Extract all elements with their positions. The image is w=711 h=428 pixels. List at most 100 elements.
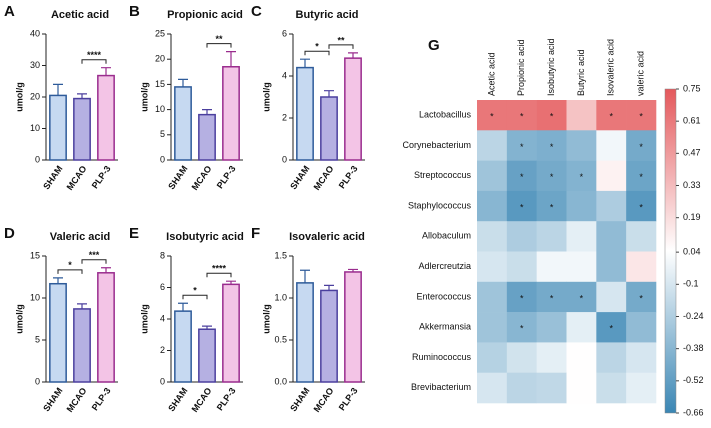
panel-label: A — [4, 3, 15, 20]
error-bar — [53, 83, 63, 96]
heatmap-cell — [506, 372, 537, 404]
significance-star: * — [639, 172, 643, 182]
significance-star: * — [550, 172, 554, 182]
x-tick-label: PLP-3 — [337, 386, 360, 413]
heatmap-cell — [506, 160, 537, 192]
heatmap-cell — [536, 130, 567, 161]
y-tick-label: 0.0 — [274, 376, 287, 386]
bar — [344, 57, 362, 161]
heatmap-cell — [626, 130, 657, 161]
heatmap-cell — [536, 372, 567, 404]
x-tick-label: PLP-3 — [337, 164, 360, 191]
heatmap-cell — [506, 190, 537, 222]
y-tick-label: 4 — [160, 313, 165, 323]
y-tick-label: 0 — [35, 376, 40, 386]
chart-title: Propionic acid — [167, 9, 243, 21]
error-bar — [226, 280, 236, 285]
heatmap-cell — [566, 160, 597, 192]
y-tick-label: 10 — [155, 104, 165, 114]
heatmap-cell — [566, 372, 597, 404]
chart-title: Butyric acid — [296, 9, 359, 21]
y-tick-label: 5 — [160, 129, 165, 139]
error-bar — [53, 277, 63, 284]
colorbar-tick-label: 0.04 — [683, 247, 701, 257]
error-bar — [324, 284, 334, 291]
heatmap-cell — [596, 130, 627, 161]
significance-star: * — [609, 112, 613, 122]
heatmap-cell — [596, 190, 627, 222]
significance-label: * — [193, 286, 197, 296]
heatmap-cell — [536, 281, 567, 313]
significance-bracket — [81, 59, 107, 64]
y-tick-label: 1.5 — [274, 250, 287, 260]
significance-star: * — [550, 112, 554, 122]
x-tick-label: PLP-3 — [215, 386, 238, 413]
row-label: Lactobacillus — [419, 110, 472, 120]
heatmap-cell — [506, 100, 537, 131]
heatmap-cell — [626, 281, 657, 313]
error-bar — [226, 51, 236, 67]
error-bar — [324, 90, 334, 97]
y-tick-label: 8 — [160, 250, 165, 260]
significance-star: * — [639, 112, 643, 122]
significance-star: * — [520, 112, 524, 122]
colorbar-tick-label: -0.52 — [683, 375, 704, 385]
panel-label: C — [251, 3, 262, 20]
heatmap-cell — [566, 281, 597, 313]
heatmap-cell — [477, 190, 508, 222]
heatmap-cell — [506, 281, 537, 313]
row-label: Brevibacterium — [411, 382, 471, 392]
column-label: Isobutyric acid — [546, 38, 556, 96]
heatmap-cell — [566, 251, 597, 283]
heatmap-cell — [477, 221, 508, 252]
y-tick-label: 2 — [160, 345, 165, 355]
x-tick-label: MCAO — [65, 164, 89, 192]
y-axis-label: umol/g — [261, 304, 271, 334]
significance-label: * — [315, 42, 319, 52]
x-tick-label: PLP-3 — [90, 386, 113, 413]
heatmap-cell — [626, 312, 657, 343]
colorbar-tick-label: -0.24 — [683, 311, 704, 321]
x-tick-label: SHAM — [166, 386, 189, 413]
panel-label: E — [129, 225, 139, 242]
bar — [222, 66, 240, 161]
heatmap-cell — [506, 342, 537, 373]
row-label: Staphylococcus — [408, 200, 472, 210]
colorbar-tick-label: 0.75 — [683, 83, 701, 93]
significance-star: * — [580, 293, 584, 303]
colorbar — [664, 88, 677, 414]
significance-label: ** — [215, 34, 223, 44]
heatmap-cell — [506, 312, 537, 343]
y-tick-label: 0.5 — [274, 334, 287, 344]
bar — [198, 328, 216, 383]
heatmap-cell — [626, 221, 657, 252]
x-tick-label: MCAO — [190, 386, 214, 414]
heatmap-cell — [596, 221, 627, 252]
heatmap-cell — [477, 312, 508, 343]
y-tick-label: 10 — [30, 123, 40, 133]
row-label: Ruminococcus — [412, 352, 472, 362]
colorbar-tick-label: -0.66 — [683, 407, 704, 417]
bar — [222, 283, 240, 383]
significance-label: * — [68, 260, 72, 270]
y-axis-label: umol/g — [139, 304, 149, 334]
x-tick-label: PLP-3 — [215, 164, 238, 191]
significance-bracket — [81, 259, 107, 264]
heatmap-cell — [566, 312, 597, 343]
x-tick-label: MCAO — [312, 386, 336, 414]
x-tick-label: MCAO — [65, 386, 89, 414]
error-bar — [300, 58, 310, 68]
error-bar — [77, 93, 87, 99]
significance-star: * — [520, 172, 524, 182]
panel-label: F — [251, 225, 260, 242]
significance-bracket — [206, 272, 232, 278]
heatmap-cell — [536, 100, 567, 131]
x-tick-label: SHAM — [41, 386, 64, 413]
column-label: valeric acid — [635, 51, 645, 96]
error-bar — [348, 268, 358, 272]
colorbar-tick-label: -0.1 — [683, 279, 699, 289]
significance-star: * — [520, 324, 524, 334]
significance-bracket — [304, 50, 330, 56]
colorbar-tick-label: -0.38 — [683, 343, 704, 353]
